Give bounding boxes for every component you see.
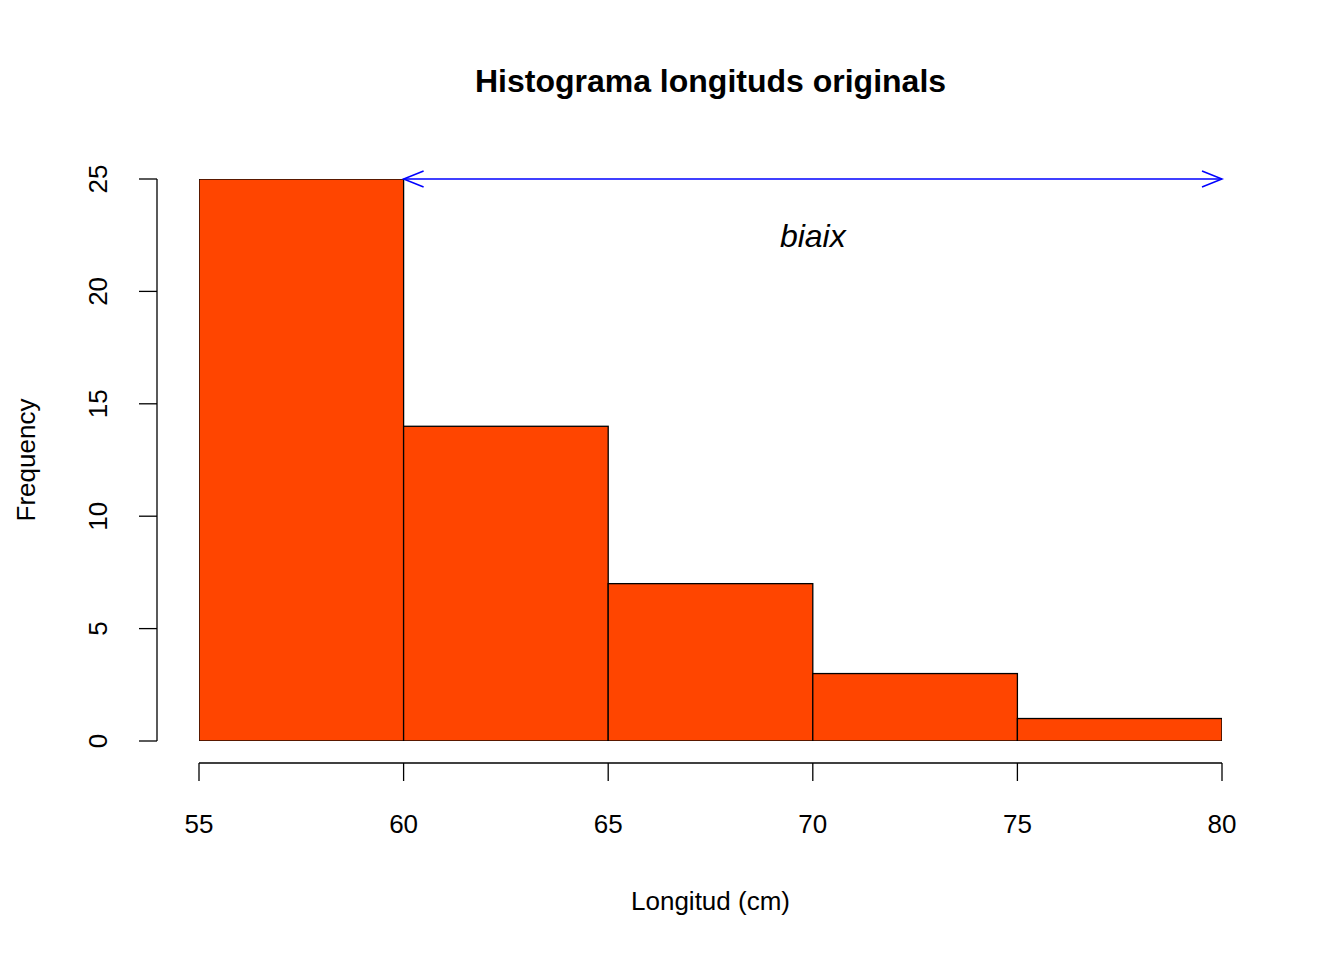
- x-tick: [608, 763, 609, 781]
- x-tick-label: 55: [185, 809, 214, 839]
- y-tick: [139, 178, 157, 179]
- y-tick-label: 10: [83, 502, 113, 531]
- histogram-bar: [404, 426, 609, 741]
- histogram-bar: [199, 179, 404, 741]
- x-tick: [1221, 763, 1222, 781]
- y-tick-label: 5: [83, 621, 113, 635]
- x-tick: [1017, 763, 1018, 781]
- y-tick: [139, 740, 157, 741]
- chart-svg: Histograma longituds originals 0 5 10 15 20 25…: [0, 0, 1344, 960]
- y-tick: [139, 516, 157, 517]
- bars: [199, 179, 1222, 741]
- y-tick-label: 15: [83, 389, 113, 418]
- y-tick: [139, 291, 157, 292]
- x-tick-label: 70: [798, 809, 827, 839]
- y-tick-label: 0: [83, 734, 113, 748]
- x-tick: [812, 763, 813, 781]
- x-axis-line: [199, 762, 1222, 763]
- histogram-bar: [608, 584, 813, 741]
- x-tick-label: 80: [1208, 809, 1237, 839]
- annotation-arrow: [404, 171, 1222, 187]
- y-axis-label: Frequency: [11, 399, 41, 522]
- chart-container: Histograma longituds originals 0 5 10 15 20 25…: [0, 0, 1344, 960]
- y-tick: [139, 628, 157, 629]
- y-axis-line: [156, 179, 157, 741]
- x-axis-label: Longitud (cm): [631, 886, 790, 916]
- histogram-bar: [1017, 719, 1222, 741]
- x-tick-label: 65: [594, 809, 623, 839]
- x-tick-label: 75: [1003, 809, 1032, 839]
- x-tick-label: 60: [389, 809, 418, 839]
- x-tick: [403, 763, 404, 781]
- annotation-text: biaix: [780, 218, 847, 254]
- y-tick-label: 25: [83, 165, 113, 194]
- histogram-bar: [813, 674, 1018, 741]
- title: Histograma longituds originals: [475, 63, 946, 99]
- x-tick: [198, 763, 199, 781]
- y-tick: [139, 403, 157, 404]
- y-tick-label: 20: [83, 277, 113, 306]
